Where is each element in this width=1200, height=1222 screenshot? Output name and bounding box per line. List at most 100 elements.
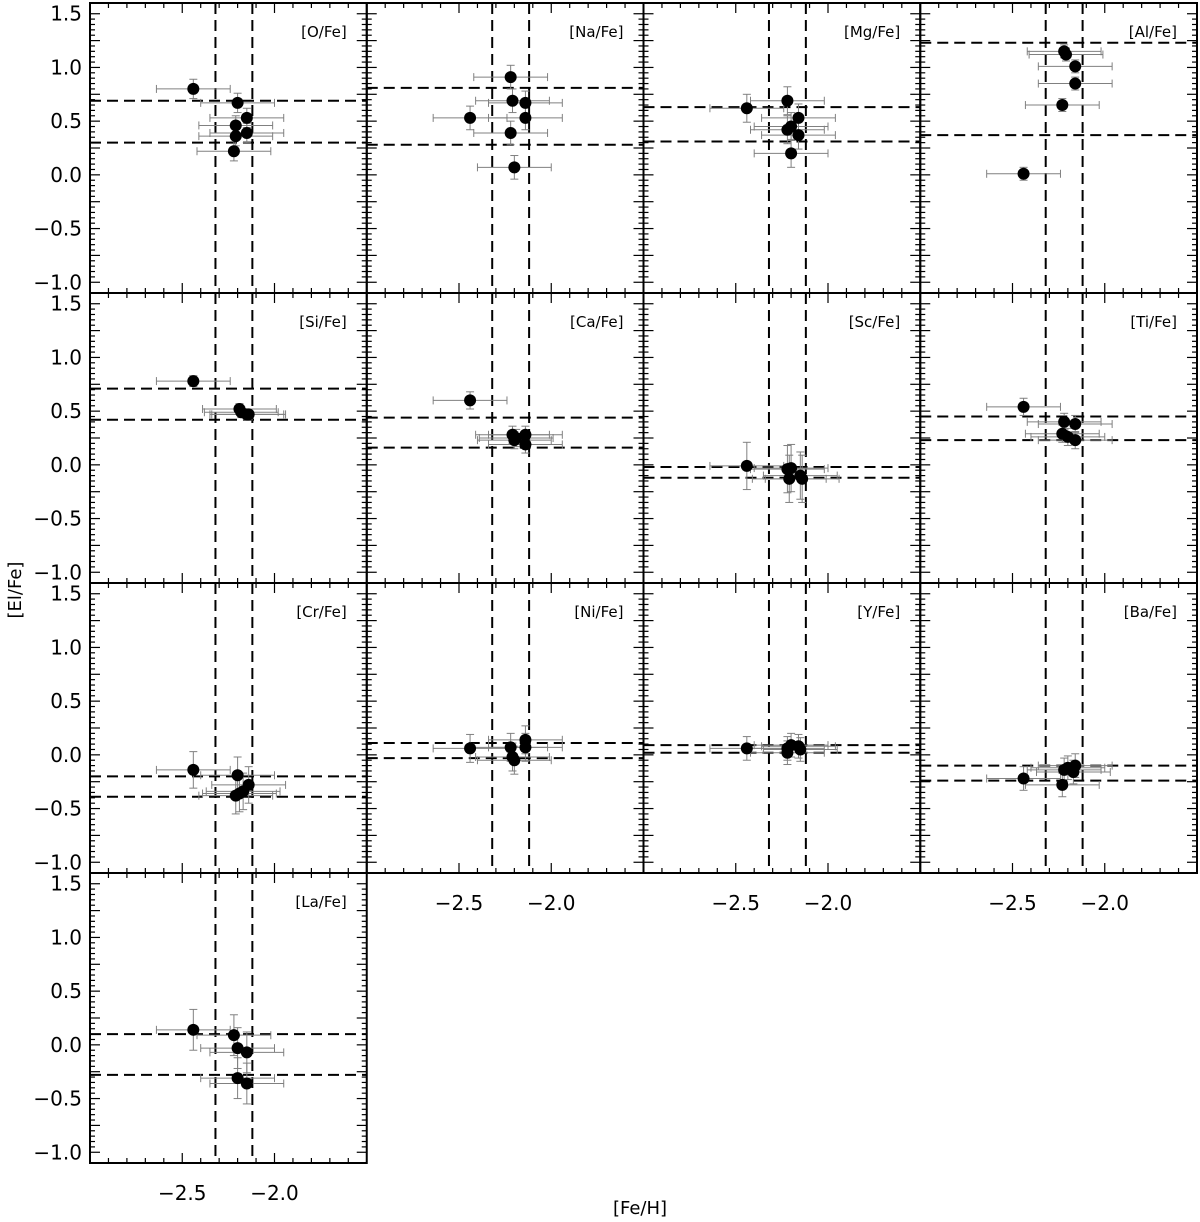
data-point <box>240 1046 253 1059</box>
data-point <box>1069 434 1082 447</box>
panel-label: [La/Fe] <box>295 893 346 911</box>
y-tick-label: 0.0 <box>50 453 82 477</box>
data-point <box>781 123 794 136</box>
data-point <box>519 741 532 754</box>
x-tick-label: −2.5 <box>711 891 760 915</box>
data-point <box>231 1042 244 1055</box>
panel-sc-fe: [Sc/Fe] <box>642 292 922 584</box>
y-tick-label: 1.5 <box>50 582 82 606</box>
panel-label: [Ti/Fe] <box>1130 313 1177 331</box>
y-tick-label: −1.0 <box>33 560 82 584</box>
data-point <box>1069 77 1082 90</box>
panel-frame <box>642 582 922 874</box>
data-point <box>229 130 242 143</box>
panel-frame <box>89 2 368 294</box>
data-point <box>519 96 532 109</box>
data-point <box>1017 400 1030 413</box>
panel-label: [O/Fe] <box>301 23 347 41</box>
data-point <box>187 1023 200 1036</box>
y-tick-label: 1.5 <box>50 2 82 26</box>
panel-al-fe: [Al/Fe] <box>919 2 1198 294</box>
data-point <box>1056 778 1069 791</box>
y-tick-label: −0.5 <box>33 1087 82 1111</box>
data-point <box>229 119 242 132</box>
y-tick-label: −0.5 <box>33 797 82 821</box>
panel-cr-fe: −1.0 −0.5 0.0 0.5 1.0 1.5 [Cr/Fe] <box>33 582 368 874</box>
data-point <box>781 746 794 759</box>
panel-y-fe: −2.5 −2.0 [Y/Fe] <box>642 582 922 915</box>
data-point <box>783 472 796 485</box>
data-point <box>464 111 477 124</box>
data-point <box>187 763 200 776</box>
data-point <box>231 769 244 782</box>
data-point <box>519 428 532 441</box>
y-tick-label: 0.0 <box>50 163 82 187</box>
data-point <box>227 145 240 158</box>
panel-frame <box>89 582 368 874</box>
panel-label: [Ca/Fe] <box>570 313 623 331</box>
y-tick-label: 1.0 <box>50 55 82 79</box>
data-point <box>464 742 477 755</box>
data-point <box>504 126 517 139</box>
panel-ti-fe: [Ti/Fe] <box>919 292 1198 584</box>
data-point <box>508 161 521 174</box>
y-tick-label: 1.0 <box>50 925 82 949</box>
panel-label: [Cr/Fe] <box>296 603 346 621</box>
panel-mg-fe: [Mg/Fe] <box>642 2 922 294</box>
panel-frame <box>919 582 1198 874</box>
panel-label: [Si/Fe] <box>299 313 346 331</box>
panel-label: [Y/Fe] <box>857 603 900 621</box>
data-point <box>740 102 753 115</box>
panel-frame <box>89 872 368 1164</box>
x-axis-title: [Fe/H] <box>613 1198 667 1219</box>
y-tick-label: 0.5 <box>50 399 82 423</box>
y-tick-label: −1.0 <box>33 850 82 874</box>
x-tick-label: −2.0 <box>804 891 853 915</box>
data-point <box>240 126 253 139</box>
y-tick-label: 0.5 <box>50 689 82 713</box>
data-point <box>792 111 805 124</box>
x-tick-label: −2.0 <box>250 1181 299 1205</box>
y-tick-label: −1.0 <box>33 1140 82 1164</box>
data-point <box>1017 167 1030 180</box>
panels-layer: −1.0 −0.5 0.0 0.5 1.0 1.5 [O/Fe] [Na/Fe] [Mg/Fe]… <box>33 2 1198 1205</box>
data-point <box>1069 418 1082 431</box>
panel-frame <box>365 2 645 294</box>
data-point <box>1067 766 1080 779</box>
data-point <box>227 1029 240 1042</box>
panel-label: [Ba/Fe] <box>1124 603 1177 621</box>
data-point <box>504 741 517 754</box>
data-point <box>740 459 753 472</box>
data-point <box>508 754 521 767</box>
panel-label: [Na/Fe] <box>569 23 623 41</box>
panel-frame <box>642 292 922 584</box>
data-point <box>1056 99 1069 112</box>
panel-o-fe: −1.0 −0.5 0.0 0.5 1.0 1.5 [O/Fe] <box>33 2 368 294</box>
panel-si-fe: −1.0 −0.5 0.0 0.5 1.0 1.5 [Si/Fe] <box>33 292 368 584</box>
data-point <box>794 743 807 756</box>
data-point <box>231 96 244 109</box>
data-point <box>240 1077 253 1090</box>
panel-frame <box>89 292 368 584</box>
x-tick-label: −2.0 <box>1080 891 1129 915</box>
x-tick-label: −2.5 <box>988 891 1037 915</box>
data-point <box>1069 60 1082 73</box>
data-point <box>1017 772 1030 785</box>
data-point <box>464 394 477 407</box>
y-tick-label: 1.5 <box>50 872 82 896</box>
data-point <box>785 462 798 475</box>
data-point <box>240 111 253 124</box>
data-point <box>1060 48 1073 61</box>
panel-label: [Al/Fe] <box>1129 23 1177 41</box>
data-point <box>1058 763 1071 776</box>
data-point <box>785 147 798 160</box>
panel-frame <box>919 2 1198 294</box>
data-point <box>740 742 753 755</box>
panel-frame <box>365 582 645 874</box>
y-tick-label: 1.5 <box>50 292 82 316</box>
panel-na-fe: [Na/Fe] <box>365 2 645 294</box>
panel-ba-fe: −2.5 −2.0 [Ba/Fe] <box>919 582 1198 915</box>
data-point <box>796 472 809 485</box>
x-tick-label: −2.0 <box>527 891 576 915</box>
